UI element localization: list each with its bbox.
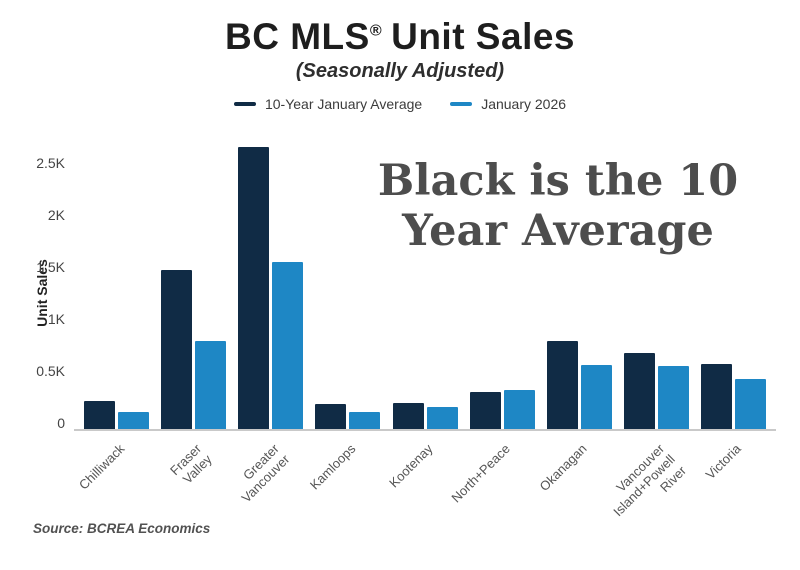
x-axis-category-label: North+Peace bbox=[448, 441, 513, 506]
chart-subtitle: (Seasonally Adjusted) bbox=[295, 60, 505, 82]
y-axis-title: Unit Sales bbox=[34, 259, 50, 327]
legend: 10-Year January Average January 2026 bbox=[0, 96, 800, 112]
bar bbox=[392, 403, 424, 429]
bar bbox=[426, 407, 458, 429]
bar bbox=[315, 404, 347, 429]
chart-title: BC MLS® Unit Sales bbox=[0, 16, 800, 58]
bar bbox=[118, 412, 149, 429]
annotation-text: Black is the 10 Year Average bbox=[377, 156, 739, 257]
bar bbox=[657, 366, 689, 429]
bar-group: Chilliwack bbox=[76, 401, 149, 492]
legend-dash-icon bbox=[450, 102, 473, 106]
y-axis-tick-label: 0.5K bbox=[36, 363, 65, 379]
plot-area: Chilliwack Fraser Valley Greater Vancouver… bbox=[36, 141, 776, 519]
bar-group: Victoria bbox=[701, 364, 766, 482]
x-axis-category-label: Victoria bbox=[703, 441, 745, 483]
x-axis-category-label: Okanagan bbox=[536, 441, 590, 495]
bar bbox=[623, 353, 655, 429]
bar bbox=[469, 392, 501, 429]
source-credit: Source: BCREA Economics bbox=[33, 521, 211, 536]
bars-row: Chilliwack Fraser Valley Greater Vancouver… bbox=[76, 147, 766, 519]
x-axis-category-label: Chilliwack bbox=[75, 441, 128, 493]
x-axis-category-label: Vancouver Island+Powell River bbox=[610, 441, 689, 520]
bar-group: Fraser Valley bbox=[161, 270, 227, 487]
bar bbox=[546, 341, 578, 429]
bar bbox=[84, 401, 115, 429]
bar-group: Kamloops bbox=[307, 404, 381, 492]
bar bbox=[195, 341, 227, 429]
bar-group: Okanagan bbox=[537, 341, 612, 494]
x-axis-category-label: Fraser Valley bbox=[167, 441, 216, 487]
legend-label: 10-Year January Average bbox=[264, 96, 423, 112]
bar-group: North+Peace bbox=[448, 390, 535, 506]
x-axis-category-label: Greater Vancouver bbox=[238, 441, 293, 506]
y-axis-tick-label: 0 bbox=[57, 415, 65, 431]
bar bbox=[161, 270, 193, 429]
chart-title-suffix: Unit Sales bbox=[391, 16, 576, 57]
bar bbox=[580, 365, 612, 429]
legend-item-january-2026: January 2026 bbox=[450, 96, 566, 112]
bar-group: Kootenay bbox=[386, 403, 458, 490]
legend-label: January 2026 bbox=[481, 96, 567, 112]
x-axis-category-label: Kamloops bbox=[306, 441, 359, 493]
bar-group: Vancouver Island+Powell River bbox=[610, 353, 689, 519]
y-axis-tick-label: 2.5K bbox=[36, 155, 65, 171]
registered-trademark-symbol: ® bbox=[369, 22, 383, 40]
bar bbox=[349, 412, 381, 429]
y-axis-tick-label: 1.5K bbox=[36, 259, 65, 275]
x-axis-category-label: Kootenay bbox=[386, 441, 436, 491]
bar bbox=[272, 262, 304, 429]
y-axis-tick-label: 1K bbox=[47, 311, 65, 327]
bar bbox=[701, 364, 732, 429]
legend-dash-icon bbox=[233, 102, 256, 106]
chart-title-text: BC MLS bbox=[224, 16, 370, 57]
legend-item-10-year-average: 10-Year January Average bbox=[233, 96, 423, 112]
bar bbox=[503, 390, 535, 429]
bar bbox=[238, 147, 270, 429]
bar bbox=[735, 379, 766, 429]
bar-group: Greater Vancouver bbox=[238, 147, 304, 506]
y-axis-tick-label: 2K bbox=[47, 207, 65, 223]
